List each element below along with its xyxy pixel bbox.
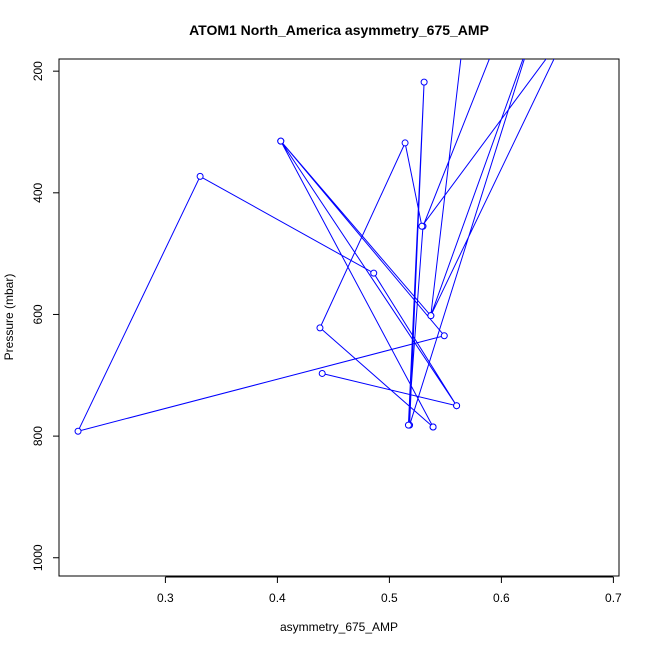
x-tick-label: 0.6 xyxy=(493,591,510,605)
chart-title: ATOM1 North_America asymmetry_675_AMP xyxy=(189,22,489,38)
x-tick-label: 0.7 xyxy=(605,591,622,605)
series-layer xyxy=(74,59,555,435)
data-point xyxy=(277,137,285,145)
y-axis: 200 400 600 800 1000 xyxy=(31,61,60,571)
data-point xyxy=(401,139,409,147)
y-tick-label: 800 xyxy=(31,426,45,446)
y-axis-label: Pressure (mbar) xyxy=(2,274,16,361)
x-axis: 0.3 0.4 0.5 0.6 0.7 xyxy=(157,576,622,605)
data-point xyxy=(429,423,437,431)
x-tick-label: 0.3 xyxy=(157,591,174,605)
data-point xyxy=(453,402,461,410)
data-point xyxy=(420,78,428,86)
data-point xyxy=(418,222,426,230)
series-line xyxy=(77,59,555,432)
x-axis-label: asymmetry_675_AMP xyxy=(280,620,398,634)
y-tick-label: 1000 xyxy=(31,544,45,571)
y-tick-label: 600 xyxy=(31,304,45,324)
plot-frame xyxy=(58,58,620,577)
data-point xyxy=(74,427,82,435)
x-tick-label: 0.4 xyxy=(269,591,286,605)
y-tick-label: 400 xyxy=(31,182,45,202)
data-point xyxy=(404,421,412,429)
x-tick-label: 0.5 xyxy=(381,591,398,605)
data-point xyxy=(427,312,435,320)
data-point xyxy=(318,369,326,377)
data-point xyxy=(440,332,448,340)
y-tick-label: 200 xyxy=(31,61,45,81)
data-point xyxy=(196,172,204,180)
data-point xyxy=(316,324,324,332)
data-point xyxy=(370,269,378,277)
